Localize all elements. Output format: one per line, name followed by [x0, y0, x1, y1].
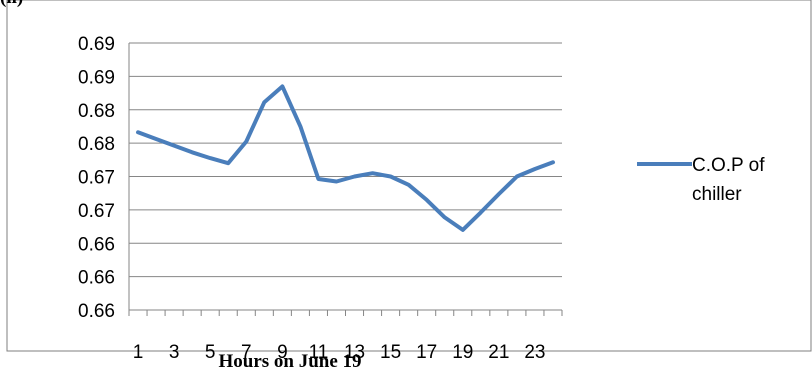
x-tick-label: 23 [524, 342, 545, 363]
data-point [407, 183, 411, 187]
x-tick-label: 21 [488, 342, 509, 363]
series-line [136, 84, 555, 232]
legend: C.O.P of chiller [637, 155, 765, 205]
data-point [298, 124, 302, 128]
data-point [244, 139, 248, 143]
y-tick-label: 0.67 [78, 168, 115, 189]
x-tick-label: 19 [452, 342, 473, 363]
x-tick-label: 17 [416, 342, 437, 363]
data-point [371, 171, 375, 175]
data-point [136, 130, 140, 134]
data-point [208, 156, 212, 160]
data-point [280, 84, 284, 88]
data-point [353, 175, 357, 179]
legend-label-line-2: chiller [692, 184, 742, 205]
x-tick-label: 5 [205, 342, 216, 363]
y-tick-label: 0.69 [78, 34, 115, 55]
x-tick-label: 15 [380, 342, 401, 363]
x-tick-label: 9 [277, 342, 288, 363]
y-tick-label: 0.66 [78, 301, 115, 322]
y-tick-label: 0.66 [78, 234, 115, 255]
gridlines [129, 42, 562, 278]
data-point [190, 150, 194, 154]
series [136, 84, 555, 232]
data-point [425, 198, 429, 202]
y-tick-label: 0.68 [78, 134, 115, 155]
data-point [497, 192, 501, 196]
x-tick-label: 13 [344, 342, 365, 363]
data-point [515, 175, 519, 179]
top-label: (ii) [0, 0, 23, 9]
data-point [461, 228, 465, 232]
y-tick-label: 0.67 [78, 201, 115, 222]
x-tick-label: 3 [169, 342, 180, 363]
x-tick-label: 11 [309, 342, 329, 363]
axes [128, 43, 563, 316]
data-point [262, 100, 266, 104]
data-point [533, 167, 537, 171]
y-tick-label: 0.66 [78, 268, 115, 289]
data-point [226, 161, 230, 165]
data-point [172, 144, 176, 148]
x-tick-label: 7 [241, 342, 252, 363]
data-point [334, 180, 338, 184]
x-axis-caption: Hours on June 19 [218, 351, 362, 372]
data-point [443, 215, 447, 219]
chart-area-border [6, 0, 812, 352]
x-tick-label: 1 [133, 342, 144, 363]
data-point [154, 137, 158, 141]
x-axis-tick-labels: 1 3 5 7 9 11 13 15 17 19 21 23 [133, 342, 546, 363]
data-point [551, 160, 555, 164]
y-axis-tick-labels: 0.66 0.66 0.66 0.67 0.67 0.68 0.68 0.69 0.69 [78, 34, 115, 322]
legend-label-line-1: C.O.P of [692, 155, 765, 176]
y-tick-label: 0.69 [78, 67, 115, 88]
y-tick-label: 0.68 [78, 101, 115, 122]
data-point [479, 210, 483, 214]
data-point [316, 177, 320, 181]
data-point [389, 175, 393, 179]
